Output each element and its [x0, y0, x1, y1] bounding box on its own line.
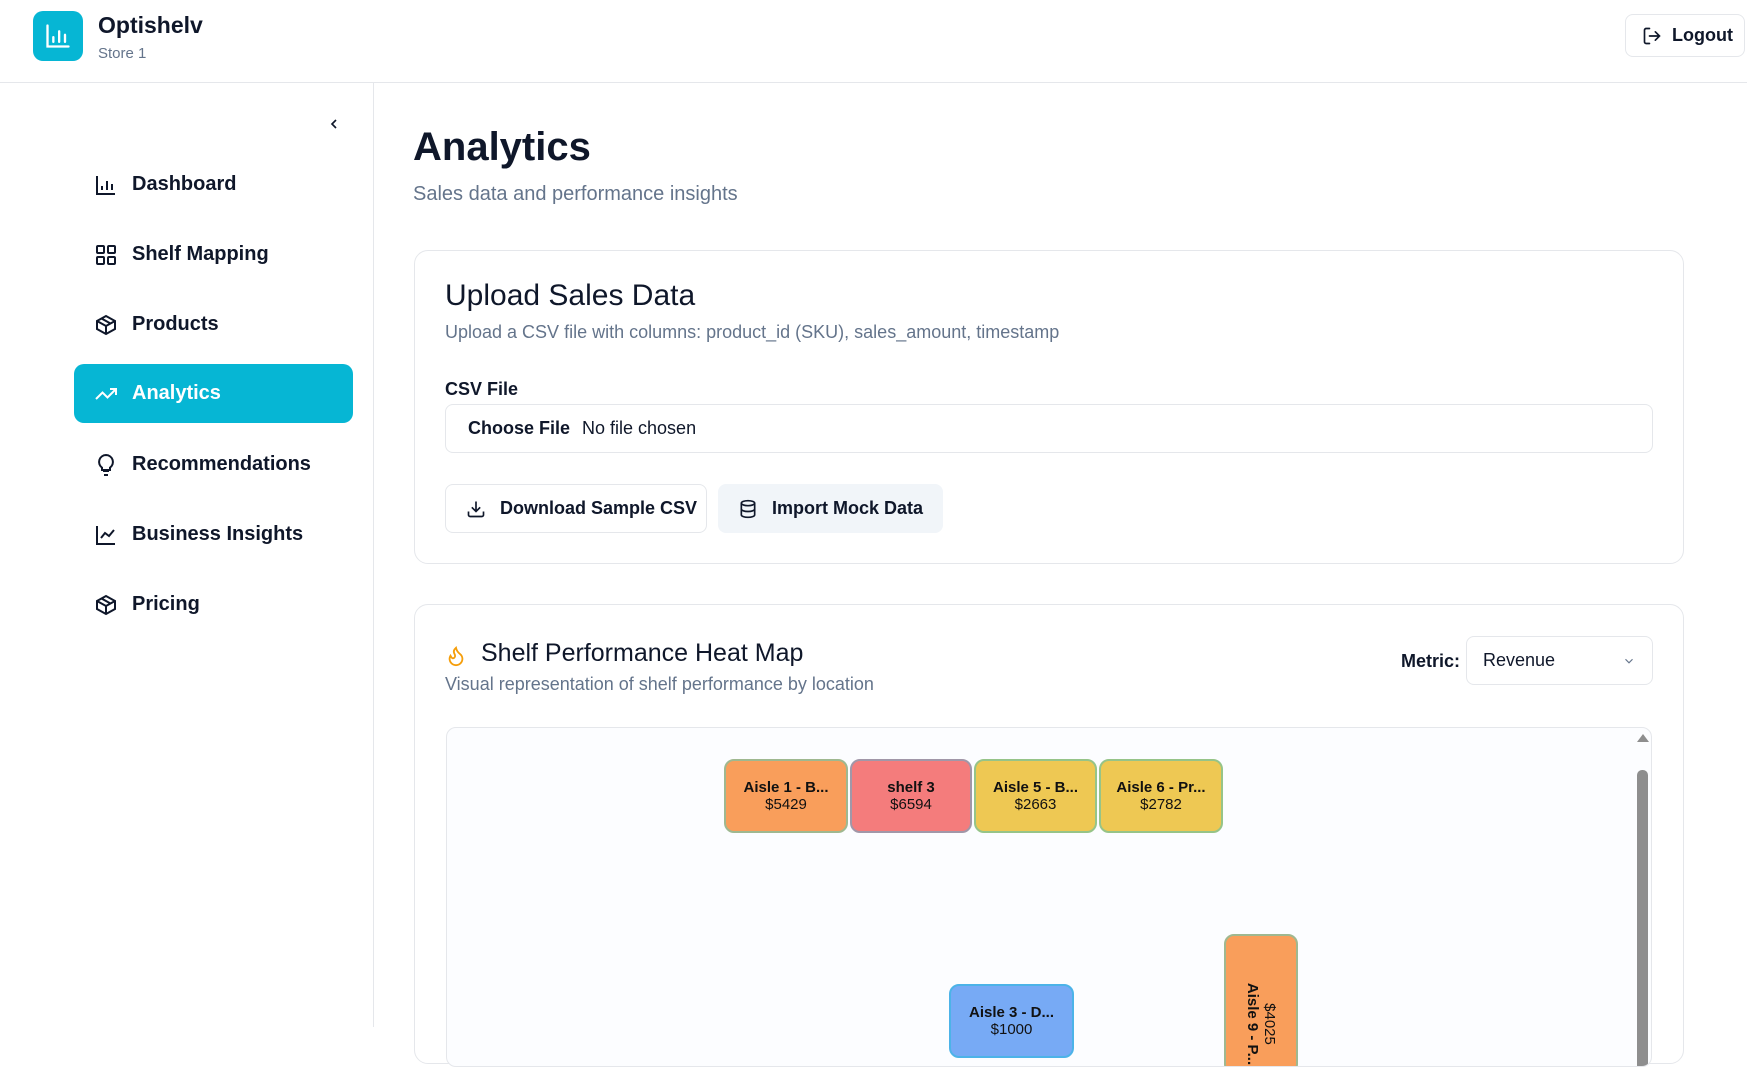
collapse-sidebar-chevron-left-icon[interactable] [322, 112, 346, 136]
shelf-name: Aisle 9 - P... [1244, 982, 1262, 1066]
sidebar-item-products[interactable]: Products [74, 295, 353, 354]
sidebar-item-label: Pricing [132, 593, 200, 615]
vertical-scrollbar[interactable] [1637, 770, 1648, 1066]
heat-map-card: Shelf Performance Heat Map Visual repres… [414, 604, 1684, 1067]
metric-select[interactable]: Revenue [1466, 636, 1653, 685]
sidebar-item-pricing[interactable]: Pricing [74, 575, 353, 634]
import-mock-label: Import Mock Data [772, 498, 924, 518]
flame-icon [448, 645, 464, 667]
shelf-name: Aisle 5 - B... [992, 779, 1079, 796]
line-chart-icon [96, 525, 115, 545]
lightbulb-icon [98, 453, 114, 476]
card-title: Shelf Performance Heat Map [481, 639, 804, 667]
logout-label: Logout [1672, 25, 1733, 45]
card-description: Upload a CSV file with columns: product_… [445, 322, 1060, 342]
sidebar-item-label: Dashboard [132, 173, 237, 195]
logout-button[interactable]: Logout [1625, 14, 1745, 57]
shelf-tile[interactable]: shelf 3 $6594 [850, 759, 972, 833]
shelf-name: Aisle 6 - Pr... [1116, 779, 1206, 796]
trending-up-icon [95, 387, 117, 400]
shelf-value: $4025 [1261, 1003, 1279, 1045]
shelf-value: $5429 [765, 796, 807, 813]
metric-value: Revenue [1483, 650, 1556, 670]
heat-map-area: Aisle 1 - B... $5429 shelf 3 $6594 Aisle 5… [446, 727, 1652, 1067]
store-name: Store 1 [98, 45, 147, 62]
shelf-tile[interactable]: Aisle 6 - Pr... $2782 [1099, 759, 1223, 833]
shelf-value: $1000 [990, 1021, 1033, 1038]
scroll-up-arrow[interactable] [1637, 734, 1649, 742]
package-icon [96, 594, 116, 615]
sidebar-item-shelf-mapping[interactable]: Shelf Mapping [74, 225, 353, 284]
download-sample-csv-button[interactable]: Download Sample CSV [445, 484, 707, 533]
metric-label: Metric: [1401, 651, 1461, 671]
bar-chart-icon [96, 175, 115, 195]
top-header: Optishelv Store 1 Logout [0, 0, 1747, 83]
sidebar-item-dashboard[interactable]: Dashboard [74, 155, 353, 214]
shelf-value: $2663 [1014, 796, 1057, 813]
shelf-name: Aisle 3 - D... [968, 1004, 1055, 1021]
shelf-tile[interactable]: Aisle 1 - B... $5429 [724, 759, 848, 833]
app-logo-bar-chart-icon [33, 11, 83, 61]
shelf-name: Aisle 1 - B... [743, 779, 829, 796]
card-description: Visual representation of shelf performan… [445, 674, 874, 694]
sidebar-item-analytics[interactable]: Analytics [74, 364, 353, 423]
sidebar-item-business-insights[interactable]: Business Insights [74, 505, 353, 564]
page-title: Analytics [413, 125, 591, 169]
shelf-value: $6594 [890, 796, 932, 813]
chevron-down-icon [1625, 658, 1633, 664]
sidebar-item-label: Business Insights [132, 523, 304, 545]
import-mock-data-button[interactable]: Import Mock Data [718, 484, 943, 533]
download-sample-label: Download Sample CSV [500, 498, 698, 518]
sidebar-item-recommendations[interactable]: Recommendations [74, 435, 353, 494]
shelf-tile[interactable]: Aisle 5 - B... $2663 [974, 759, 1097, 833]
shelf-value: $2782 [1140, 796, 1182, 813]
shelf-tile[interactable]: Aisle 9 - P... $4025 [1224, 934, 1298, 1066]
shelf-name: shelf 3 [887, 779, 935, 796]
upload-sales-data-card: Upload Sales Data Upload a CSV file with… [414, 250, 1684, 564]
choose-file-button[interactable]: Choose File [468, 418, 571, 438]
csv-file-label: CSV File [445, 379, 519, 399]
logout-icon [1643, 27, 1661, 44]
download-icon [467, 501, 485, 517]
app-name: Optishelv [98, 12, 203, 38]
grid-icon [96, 244, 116, 265]
card-title: Upload Sales Data [445, 279, 696, 312]
csv-file-input[interactable]: Choose File No file chosen [445, 404, 1653, 453]
package-icon [96, 314, 116, 335]
page-subtitle: Sales data and performance insights [413, 183, 738, 205]
sidebar: Dashboard Shelf Mapping Products Analyti… [0, 83, 374, 1027]
database-icon [740, 499, 756, 518]
file-status: No file chosen [582, 418, 697, 438]
sidebar-item-label: Analytics [132, 382, 221, 404]
shelf-tile[interactable]: Aisle 3 - D... $1000 [949, 984, 1074, 1058]
sidebar-item-label: Recommendations [132, 453, 311, 475]
sidebar-item-label: Shelf Mapping [132, 243, 269, 265]
sidebar-item-label: Products [132, 313, 219, 335]
